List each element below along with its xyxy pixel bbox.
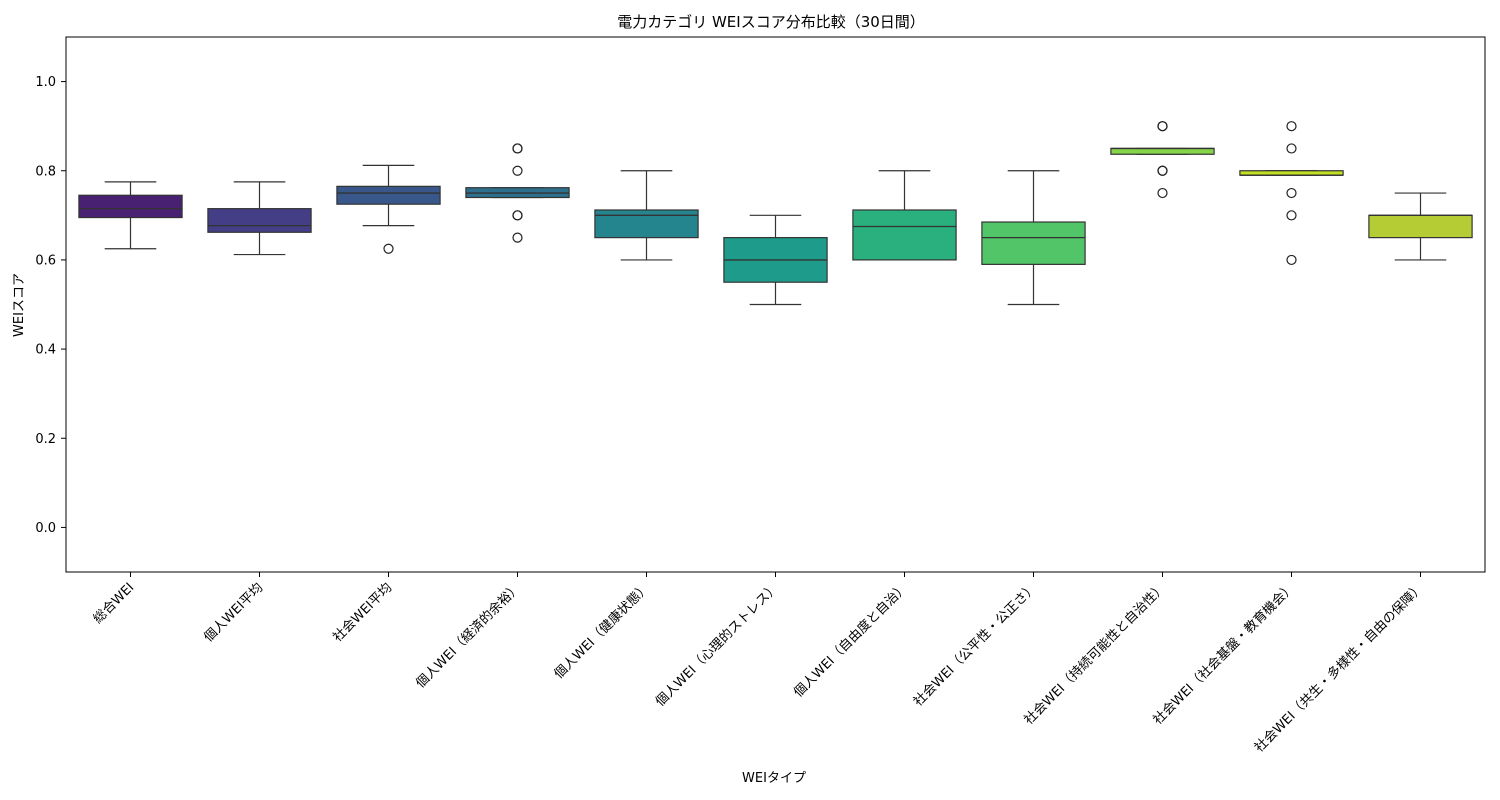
box-9 bbox=[1110, 147, 1215, 155]
x-axis-label: WEIタイプ bbox=[742, 771, 806, 786]
box-11 bbox=[1368, 214, 1473, 239]
box-10 bbox=[1239, 170, 1344, 176]
y-axis-label: WEIスコア bbox=[12, 273, 27, 337]
box-3 bbox=[336, 185, 441, 205]
box-8 bbox=[981, 221, 1086, 265]
y-tick-label: 0.8 bbox=[35, 164, 56, 179]
outlier-point bbox=[1157, 165, 1168, 176]
x-tick-label: 個人WEI（経済的余裕） bbox=[413, 580, 525, 692]
x-tick-label: 個人WEI（健康状態） bbox=[551, 580, 653, 682]
outlier-point bbox=[1286, 210, 1297, 221]
box-2 bbox=[207, 208, 312, 233]
outlier-point bbox=[1157, 121, 1168, 132]
x-tick-label: 社会WEI平均 bbox=[330, 580, 396, 646]
x-tick-label: 社会WEI（公平性・公正さ） bbox=[910, 580, 1040, 710]
x-tick-label: 社会WEI（社会基盤・教育機会） bbox=[1150, 580, 1298, 728]
outlier-point bbox=[1286, 187, 1297, 199]
y-tick-label: 0.2 bbox=[35, 432, 56, 447]
outlier-point bbox=[512, 232, 523, 243]
outlier-point bbox=[512, 210, 523, 221]
y-tick-label: 0.0 bbox=[35, 521, 56, 536]
y-tick-label: 0.4 bbox=[35, 343, 56, 358]
x-tick-label: 個人WEI（心理的ストレス） bbox=[652, 580, 782, 710]
box-1 bbox=[78, 194, 183, 219]
x-tick-label: 個人WEI（自由度と自治） bbox=[790, 580, 911, 701]
outlier-point bbox=[1286, 143, 1297, 154]
outlier-point bbox=[1286, 254, 1297, 266]
y-tick-label: 0.6 bbox=[35, 253, 56, 268]
box-5 bbox=[594, 209, 699, 239]
x-tick-label: 社会WEI（持続可能性と自治性） bbox=[1021, 580, 1169, 728]
outlier-point bbox=[1286, 121, 1297, 132]
box-7 bbox=[852, 209, 957, 261]
outlier-point bbox=[512, 165, 523, 176]
y-tick-label: 1.0 bbox=[35, 75, 56, 90]
x-tick-label: 個人WEI平均 bbox=[201, 580, 266, 645]
outlier-point bbox=[383, 243, 394, 254]
chart-title: 電力カテゴリ WEIスコア分布比較（30日間） bbox=[617, 13, 925, 31]
x-tick-label: 総合WEI bbox=[91, 580, 138, 627]
outlier-point bbox=[1157, 187, 1168, 199]
outlier-point bbox=[512, 143, 523, 154]
